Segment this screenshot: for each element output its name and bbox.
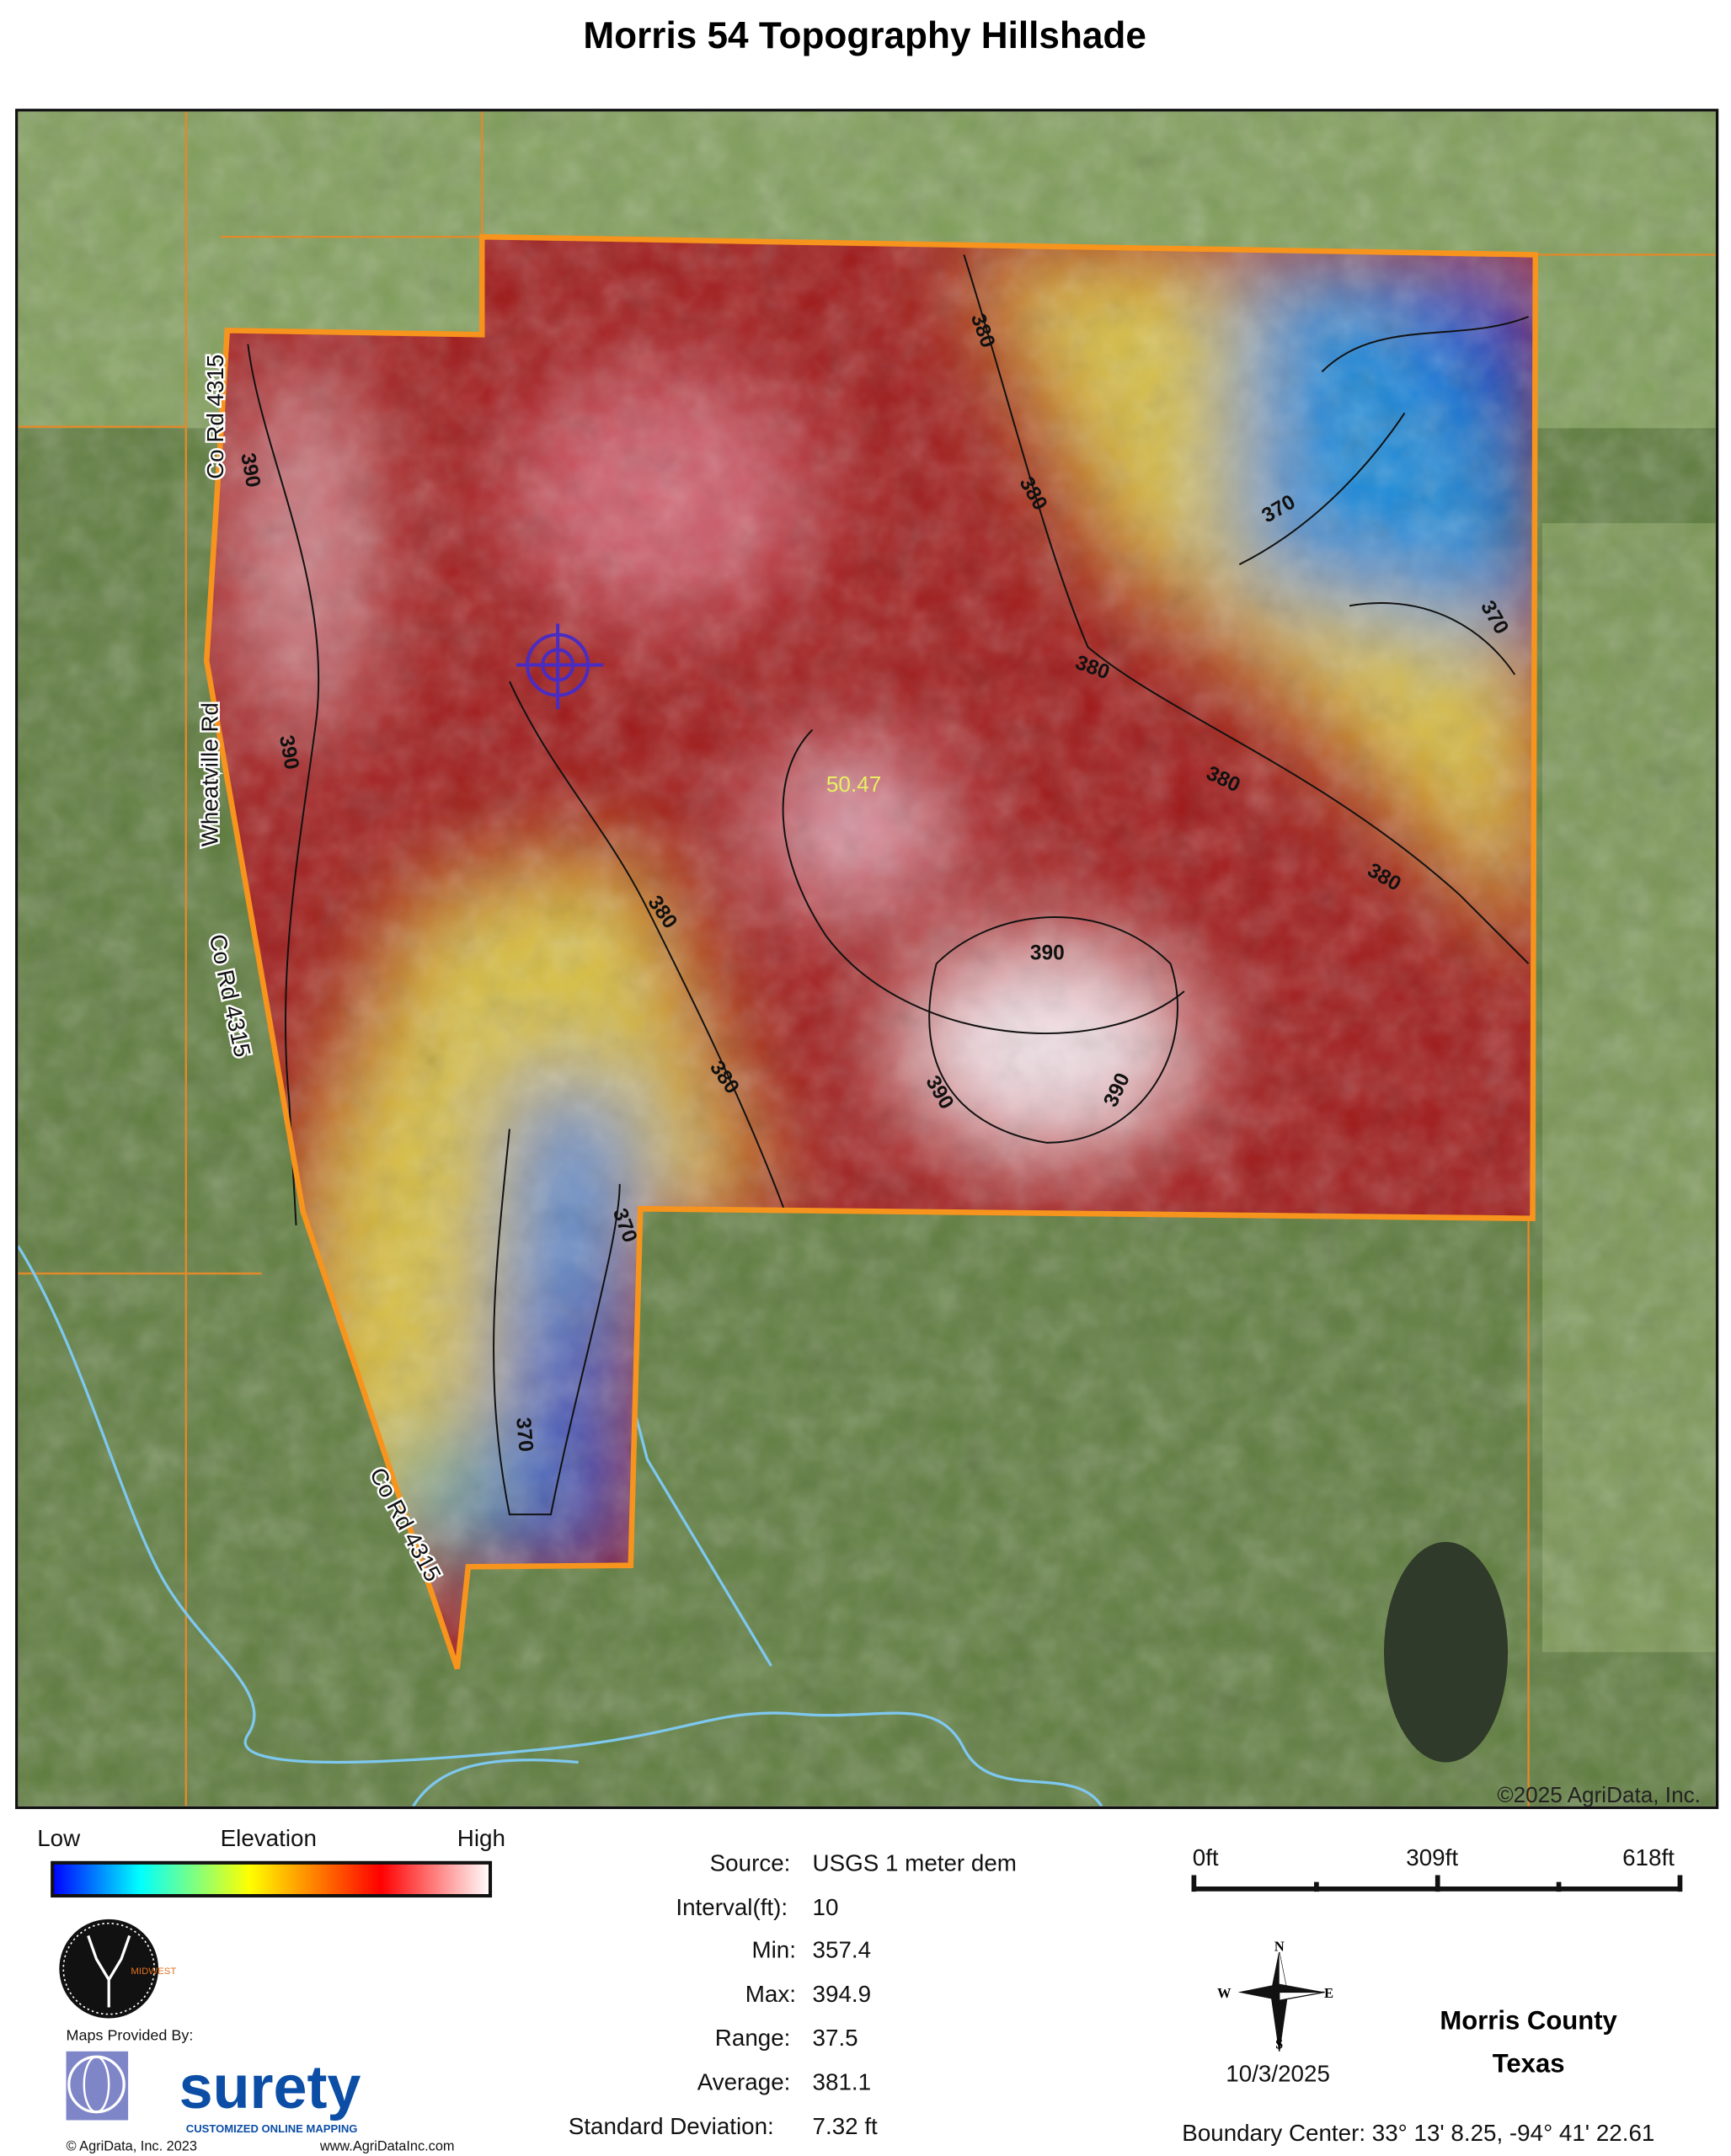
- contour-label: 390: [275, 734, 303, 771]
- scale-label: 309ft: [1406, 1844, 1458, 1870]
- elevation-legend: Low Elevation High: [37, 1825, 505, 1898]
- parcel-lines: [18, 111, 1716, 1806]
- compass-s: S: [1275, 2036, 1283, 2052]
- agridata-copyright: © AgriData, Inc. 2023: [67, 2138, 197, 2153]
- legend-high: High: [457, 1825, 505, 1851]
- stat-value: 37.5: [813, 2025, 858, 2051]
- contour-lines: [247, 254, 1530, 1516]
- stat-value: 7.32 ft: [813, 2113, 879, 2139]
- stat-value: 394.9: [813, 1981, 872, 2007]
- surety-wordmark: surety: [179, 2054, 361, 2121]
- boundary-center: Boundary Center: 33° 13' 8.25, -94° 41' …: [1182, 2120, 1654, 2146]
- stat-label: Min:: [751, 1937, 795, 1963]
- legend-low: Low: [37, 1825, 81, 1851]
- property-boundary[interactable]: [203, 233, 1539, 1670]
- contour-label: 370: [511, 1417, 537, 1453]
- map-date: 10/3/2025: [1226, 2061, 1330, 2087]
- stat-label: Standard Deviation:: [569, 2113, 774, 2139]
- surety-tagline: CUSTOMIZED ONLINE MAPPING: [186, 2122, 358, 2135]
- scale-label: 618ft: [1622, 1844, 1675, 1870]
- stat-value: 381.1: [813, 2069, 872, 2095]
- stat-label: Interval(ft):: [676, 1894, 788, 1920]
- contour-label: 390: [1030, 942, 1065, 964]
- crosshair-icon[interactable]: [516, 623, 604, 709]
- midwest-land-group-logo: MIDWEST: [56, 1916, 176, 2021]
- stat-label: Source:: [710, 1850, 791, 1876]
- stat-label: Max:: [745, 1981, 796, 2007]
- scale-label: 0ft: [1193, 1844, 1219, 1870]
- elevation-stats: Source: USGS 1 meter dem Interval(ft): 1…: [569, 1850, 1017, 2139]
- acreage-label: 50.47: [826, 771, 881, 797]
- road-label: Wheatville Rd: [196, 702, 222, 846]
- stat-value: 10: [813, 1894, 839, 1920]
- stat-value: USGS 1 meter dem: [813, 1850, 1017, 1876]
- north-arrow-icon: N S W E: [1217, 1938, 1333, 2052]
- pond: [1383, 1541, 1509, 1763]
- state-name: Texas: [1493, 2048, 1565, 2078]
- compass-n: N: [1274, 1938, 1285, 1954]
- map-title: Morris 54 Topography Hillshade: [583, 15, 1146, 56]
- stat-value: 357.4: [813, 1937, 872, 1963]
- legend-color-ramp: [51, 1860, 493, 1898]
- map-copyright: ©2025 AgriData, Inc.: [1497, 1782, 1701, 1807]
- agridata-website[interactable]: www.AgriDataInc.com: [319, 2138, 455, 2153]
- legend-title: Elevation: [221, 1825, 317, 1851]
- county-name: Morris County: [1440, 2006, 1617, 2036]
- provided-by-label: Maps Provided By:: [67, 2027, 194, 2044]
- surety-logo: surety CUSTOMIZED ONLINE MAPPING: [66, 2051, 361, 2135]
- scale-bar: 0ft 309ft 618ft: [1191, 1844, 1683, 1892]
- stat-label: Average:: [697, 2069, 791, 2095]
- contour-label: 390: [236, 451, 264, 489]
- midwest-logo-text: MIDWEST: [131, 1967, 176, 1977]
- road-label: Co Rd 4315: [202, 355, 228, 479]
- compass-e: E: [1324, 1985, 1333, 2001]
- stat-label: Range:: [715, 2025, 791, 2051]
- map-border: [15, 109, 1719, 1810]
- compass-w: W: [1217, 1985, 1231, 2001]
- map-frame[interactable]: 390 390 380 380 380 380 380 380 380 390 …: [18, 111, 1716, 1806]
